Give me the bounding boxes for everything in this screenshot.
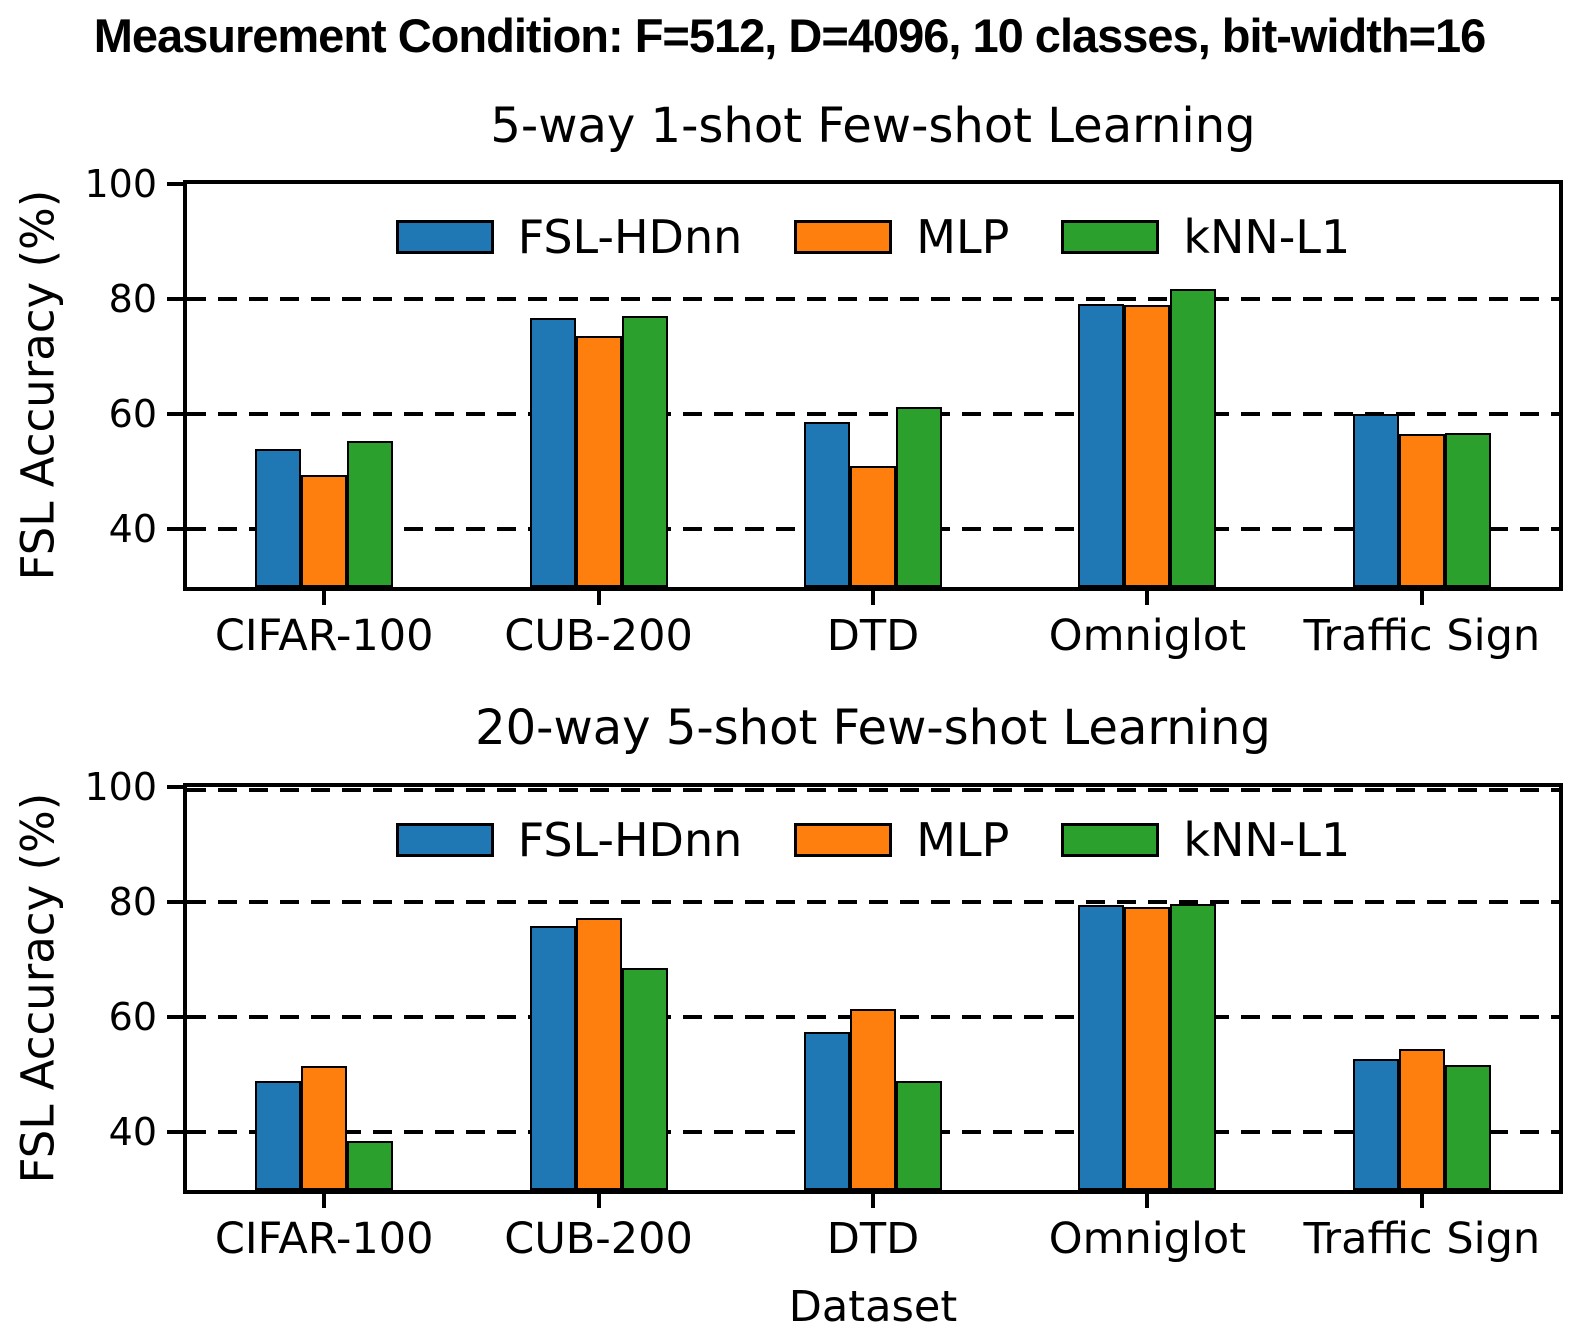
bar-fsl-hdnn-omniglot [1078, 905, 1125, 1190]
x-axis-label: Dataset [788, 1282, 958, 1332]
legend-label-fsl-hdnn: FSL-HDnn [517, 210, 743, 264]
chart-title-bottom: 20-way 5-shot Few-shot Learning [475, 700, 1271, 756]
y-tick-80 [167, 900, 183, 905]
legend-swatch-fsl-hdnn [395, 823, 494, 857]
bar-mlp-cub-200 [575, 336, 622, 587]
bar-knn-l1-traffic-sign [1444, 1064, 1491, 1190]
bar-mlp-traffic-sign [1398, 433, 1445, 587]
y-tick-80 [167, 297, 183, 302]
x-tick-label-cub-200: CUB-200 [504, 1214, 693, 1264]
bar-mlp-dtd [850, 465, 896, 587]
legend-label-knn-l1: kNN-L1 [1183, 813, 1351, 867]
y-tick-label-40: 40 [108, 1110, 157, 1155]
legend-item-mlp: MLP [794, 214, 1009, 260]
x-tick-omniglot [1145, 1194, 1150, 1208]
plot-area-top: 40 60 80 100 CIFAR-100 CUB-200 DTD Omniglot Traf… [84, 162, 1563, 661]
bar-knn-l1-dtd [896, 407, 942, 587]
y-tick-label-100: 100 [84, 765, 157, 809]
gridline-60 [187, 412, 1559, 417]
legend-swatch-mlp [794, 220, 893, 254]
bar-knn-l1-cub-200 [621, 968, 668, 1190]
x-tick-cifar-100 [322, 591, 327, 605]
bar-fsl-hdnn-cifar-100 [255, 448, 302, 587]
legend-item-knn-l1: kNN-L1 [1061, 214, 1350, 260]
y-tick-100 [167, 785, 183, 789]
figure-title: Measurement Condition: F=512, D=4096, 10… [93, 9, 1487, 62]
bar-knn-l1-cifar-100 [347, 1141, 394, 1190]
x-tick-dtd [871, 591, 875, 605]
x-tick-traffic-sign [1419, 591, 1424, 605]
x-tick-label-cub-200: CUB-200 [504, 611, 693, 661]
x-tick-cub-200 [596, 1194, 601, 1208]
bar-mlp-cub-200 [575, 918, 622, 1190]
legend-swatch-mlp [794, 823, 893, 857]
y-tick-40 [167, 527, 183, 532]
legend-swatch-knn-l1 [1061, 220, 1160, 254]
bar-fsl-hdnn-omniglot [1078, 303, 1125, 587]
legend: FSL-HDnn MLP kNN-L1 [187, 817, 1559, 863]
y-tick-label-80: 80 [108, 277, 157, 322]
legend-item-mlp: MLP [794, 817, 1009, 863]
bar-knn-l1-cub-200 [621, 315, 668, 587]
y-tick-label-80: 80 [108, 880, 157, 925]
x-tick-label-traffic-sign: Traffic Sign [1303, 1214, 1541, 1264]
x-tick-cifar-100 [322, 1194, 327, 1208]
y-tick-40 [167, 1130, 183, 1135]
bar-knn-l1-omniglot [1170, 904, 1217, 1190]
legend-item-knn-l1: kNN-L1 [1061, 817, 1350, 863]
x-tick-omniglot [1145, 591, 1150, 605]
legend-swatch-fsl-hdnn [395, 220, 494, 254]
bar-fsl-hdnn-dtd [804, 1032, 850, 1190]
x-tick-cub-200 [596, 591, 601, 605]
bar-knn-l1-cifar-100 [347, 440, 394, 587]
x-tick-label-cifar-100: CIFAR-100 [214, 1214, 434, 1264]
y-tick-60 [167, 412, 183, 417]
y-tick-label-60: 60 [108, 995, 157, 1040]
legend-label-mlp: MLP [916, 813, 1010, 867]
gridline-100 [187, 788, 1559, 792]
x-tick-label-traffic-sign: Traffic Sign [1303, 611, 1541, 661]
x-tick-label-omniglot: Omniglot [1048, 611, 1247, 661]
x-tick-label-omniglot: Omniglot [1048, 1214, 1247, 1264]
gridline-80 [187, 297, 1559, 302]
y-tick-label-100: 100 [84, 162, 157, 206]
bar-mlp-omniglot [1124, 305, 1171, 587]
legend-label-fsl-hdnn: FSL-HDnn [517, 813, 743, 867]
x-tick-label-dtd: DTD [826, 1214, 920, 1264]
x-tick-traffic-sign [1419, 1194, 1424, 1208]
legend-label-knn-l1: kNN-L1 [1183, 210, 1351, 264]
bar-fsl-hdnn-traffic-sign [1352, 413, 1399, 587]
bar-knn-l1-traffic-sign [1444, 433, 1491, 587]
legend-label-mlp: MLP [916, 210, 1010, 264]
y-tick-label-60: 60 [108, 392, 157, 437]
x-tick-label-cifar-100: CIFAR-100 [214, 611, 434, 661]
x-tick-label-dtd: DTD [826, 611, 920, 661]
legend-item-fsl-hdnn: FSL-HDnn [395, 813, 743, 867]
y-tick-100 [167, 182, 183, 186]
chart-title-top: 5-way 1-shot Few-shot Learning [490, 98, 1256, 154]
bar-fsl-hdnn-cub-200 [529, 317, 576, 587]
bar-fsl-hdnn-cifar-100 [255, 1080, 302, 1190]
bar-fsl-hdnn-dtd [804, 421, 850, 587]
legend-item-fsl-hdnn: FSL-HDnn [395, 210, 743, 264]
plot-area-bottom: 40 60 80 100 CIFAR-100 CUB-200 DTD Omniglot Traf… [84, 765, 1563, 1264]
bar-knn-l1-omniglot [1170, 289, 1217, 587]
legend: FSL-HDnn MLP kNN-L1 [187, 214, 1559, 260]
legend-swatch-knn-l1 [1061, 823, 1160, 857]
bar-mlp-cifar-100 [301, 474, 348, 587]
y-tick-60 [167, 1015, 183, 1020]
y-tick-label-40: 40 [108, 507, 157, 552]
bar-mlp-dtd [850, 1009, 896, 1190]
bar-knn-l1-dtd [896, 1081, 942, 1190]
gridline-80 [187, 900, 1559, 905]
x-tick-dtd [871, 1194, 875, 1208]
bar-mlp-cifar-100 [301, 1066, 348, 1190]
bar-mlp-omniglot [1124, 906, 1171, 1190]
bar-fsl-hdnn-traffic-sign [1352, 1058, 1399, 1190]
bar-fsl-hdnn-cub-200 [529, 926, 576, 1190]
bar-mlp-traffic-sign [1398, 1048, 1445, 1190]
